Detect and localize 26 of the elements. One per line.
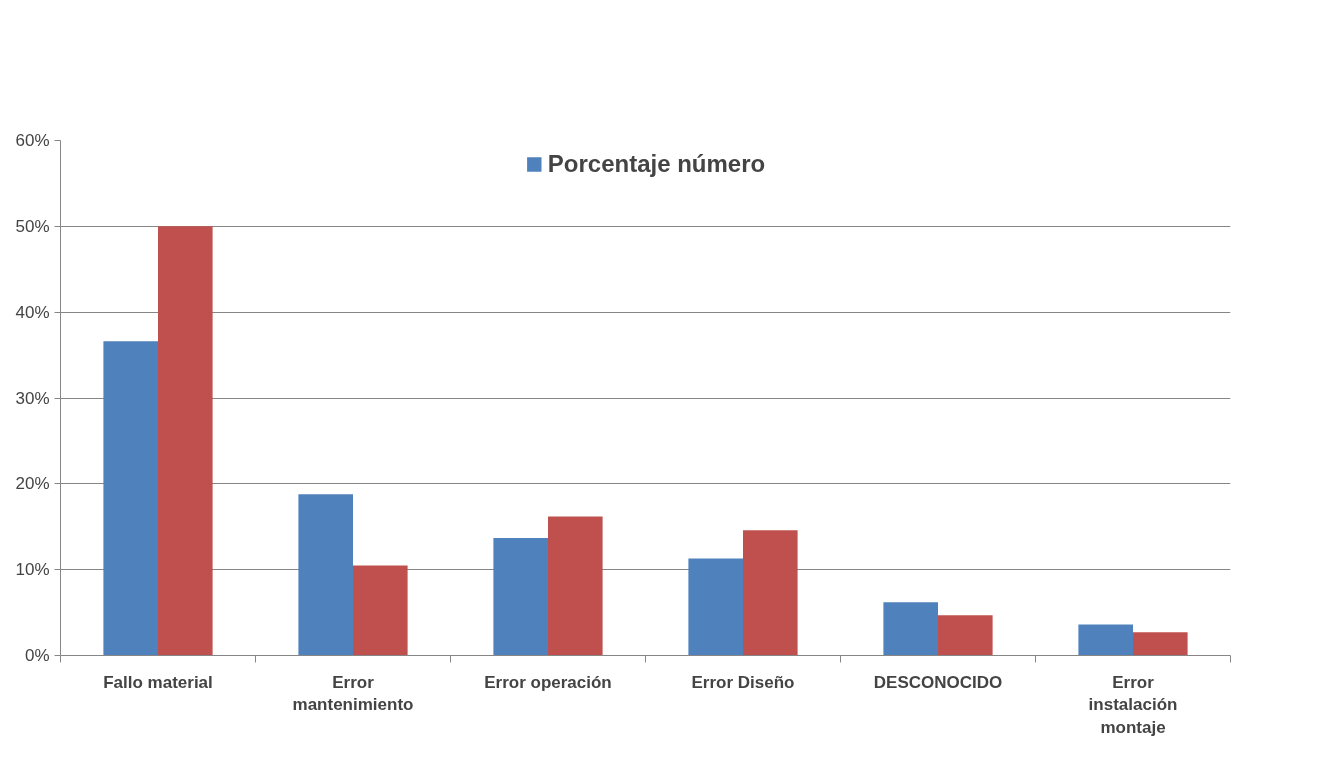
x-tick-label: Error mantenimiento [292,672,414,715]
y-tick-label: 50% [15,216,50,236]
bar [1133,632,1188,656]
bar [493,537,548,656]
bar [1078,624,1133,656]
x-tick-label: Error operación [484,672,612,692]
bar [938,615,993,656]
y-tick-label: 40% [15,302,50,322]
y-tick-label: 30% [15,388,50,408]
bar [298,494,353,656]
y-tick-label: 10% [15,560,50,580]
x-tick-label: Error Diseño [691,672,795,692]
bar [883,602,938,656]
bar [158,226,213,656]
y-tick-label: 0% [24,646,50,665]
bar [743,530,798,656]
bar [688,558,743,656]
y-tick-label: 20% [15,474,50,494]
x-tick-label: DESCONOCIDO [873,672,1003,692]
y-tick-label: 60% [15,131,50,150]
x-tick-label: Fallo material [103,672,213,692]
legend-label: Porcentaje número [547,150,766,178]
x-tick-label: Error instalación montaje [1088,672,1178,738]
bar [353,565,408,656]
bar [103,341,158,656]
bar [548,516,603,656]
